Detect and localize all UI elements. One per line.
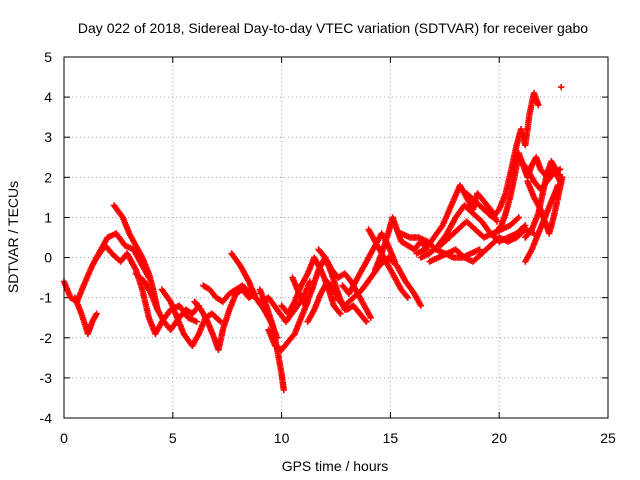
y-tick-label: -3 [40, 370, 53, 386]
chart-title: Day 022 of 2018, Sidereal Day-to-day VTE… [78, 20, 588, 36]
data-series-ae [558, 83, 565, 91]
x-tick-label: 15 [383, 430, 399, 446]
y-tick-label: 2 [44, 169, 52, 185]
data-series-u [413, 182, 501, 257]
data-series-l [278, 254, 344, 317]
x-tick-label: 10 [274, 430, 290, 446]
data-series-w [426, 226, 538, 265]
x-tick-label: 5 [169, 430, 177, 446]
data-series-ad [522, 182, 562, 265]
y-tick-label: 5 [44, 49, 52, 65]
y-tick-label: -1 [40, 290, 53, 306]
data-series-x [437, 214, 522, 249]
data-series-o [315, 246, 374, 321]
data-series-e [132, 270, 203, 333]
y-tick-label: 0 [44, 250, 52, 266]
data-series-c [93, 242, 200, 337]
y-axis-label: SDTVAR / TECUs [5, 181, 21, 293]
x-axis-label: GPS time / hours [282, 458, 389, 474]
axis-ticks [64, 57, 608, 418]
series-layer [60, 83, 566, 394]
data-series-s [372, 214, 431, 273]
y-tick-label: 4 [44, 89, 52, 105]
y-tick-labels: -4 -3 -2 -1 0 1 2 3 4 5 [40, 49, 53, 426]
data-series-f [158, 286, 224, 349]
y-tick-label: 1 [44, 209, 52, 225]
plot-frame [63, 56, 609, 419]
y-tick-label: -2 [40, 330, 53, 346]
data-series-g [191, 286, 259, 353]
data-series-y [463, 89, 542, 221]
x-tick-label: 0 [60, 430, 68, 446]
y-tick-label: 3 [44, 129, 52, 145]
y-tick-label: -4 [40, 410, 53, 426]
x-tick-labels: 0 5 10 15 20 25 [60, 430, 616, 446]
data-series-b [71, 294, 100, 337]
data-series-ac [517, 158, 564, 193]
x-tick-label: 20 [491, 430, 507, 446]
x-tick-label: 25 [600, 430, 616, 446]
